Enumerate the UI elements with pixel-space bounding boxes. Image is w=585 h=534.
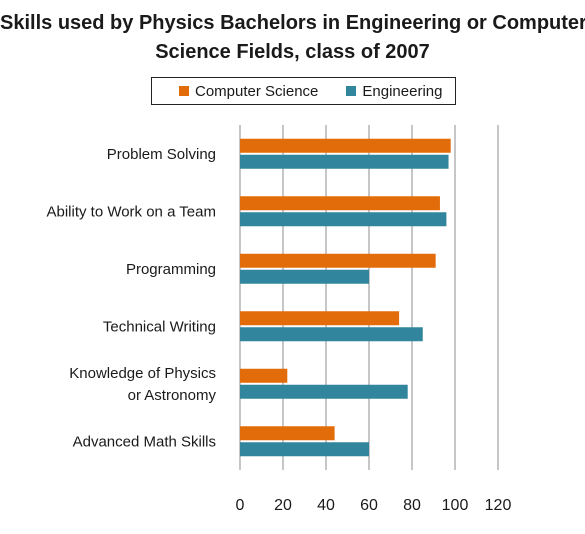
bar-engineering [240,269,369,284]
bar-computer-science [240,426,335,441]
legend-swatch-computer-science [179,86,189,96]
x-tick-label: 80 [403,497,421,514]
legend-item-engineering: Engineering [346,83,442,100]
category-label: or Astronomy [128,387,217,404]
chart-legend: Computer Science Engineering [151,77,456,105]
category-label: Programming [126,261,216,278]
legend-item-computer-science: Computer Science [179,83,318,100]
bar-computer-science [240,196,440,211]
category-label: Advanced Math Skills [73,433,216,450]
category-label: Ability to Work on a Team [46,203,216,220]
category-label: Problem Solving [107,146,216,163]
chart-title: Skills used by Physics Bachelors in Engi… [0,9,585,67]
x-tick-label: 120 [485,497,512,514]
chart-title-line-1: Skills used by Physics Bachelors in Engi… [0,12,585,34]
bar-engineering [240,154,449,169]
bar-computer-science [240,138,451,153]
x-tick-label: 60 [360,497,378,514]
x-tick-label: 40 [317,497,335,514]
x-tick-label: 20 [274,497,292,514]
legend-label-computer-science: Computer Science [195,82,319,100]
bar-computer-science [240,311,400,326]
bar-engineering [240,212,447,227]
bar-computer-science [240,368,288,383]
legend-label-engineering: Engineering [362,82,443,100]
category-label: Knowledge of Physics [69,365,216,382]
bar-engineering [240,442,369,457]
bar-computer-science [240,253,436,268]
x-tick-label: 0 [236,497,245,514]
chart-title-line-2: Science Fields, class of 2007 [155,41,430,63]
bar-engineering [240,327,423,342]
category-label: Technical Writing [103,318,216,335]
x-tick-label: 100 [442,497,469,514]
legend-swatch-engineering [346,86,357,96]
bar-engineering [240,384,408,399]
